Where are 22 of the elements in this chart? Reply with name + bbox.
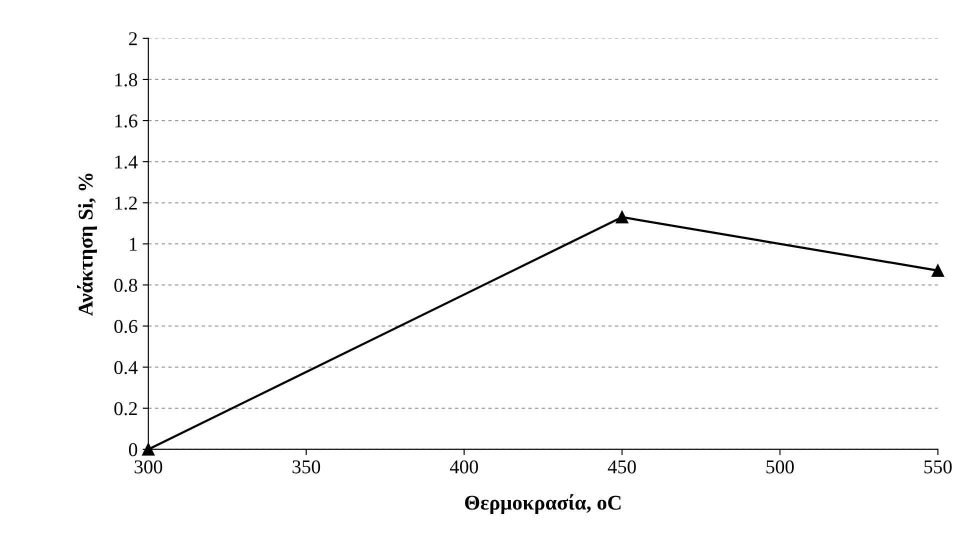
x-tick-label: 450	[608, 460, 636, 474]
y-tick-label: 1.2	[115, 196, 137, 210]
y-tick-label: 1.6	[115, 114, 138, 128]
y-tick-label: 2	[129, 32, 137, 46]
y-tick-label: 1	[130, 238, 137, 251]
y-tick-label: 0.8	[114, 278, 138, 292]
x-tick-label: 550	[924, 460, 952, 474]
x-tick-label: 300	[134, 460, 162, 474]
y-tick-label: 0	[128, 443, 138, 456]
point	[932, 264, 944, 277]
point	[142, 443, 155, 456]
x-tick-label: 400	[450, 460, 478, 474]
y-tick-label: 0.4	[114, 360, 138, 374]
x-tick-label: 500	[766, 460, 794, 474]
point	[616, 210, 628, 224]
y-tick-label: 1.8	[115, 73, 138, 86]
y-tick-label: 0.6	[114, 320, 138, 334]
x-axis-title: Θερμοκρασία, oC	[465, 494, 621, 514]
y-tick-label: 1.4	[115, 156, 138, 169]
y-tick-label: 0.2	[114, 402, 137, 416]
x-tick-label: 350	[292, 460, 320, 474]
y-axis-title: Ανάκτηση Si, %	[77, 174, 97, 316]
